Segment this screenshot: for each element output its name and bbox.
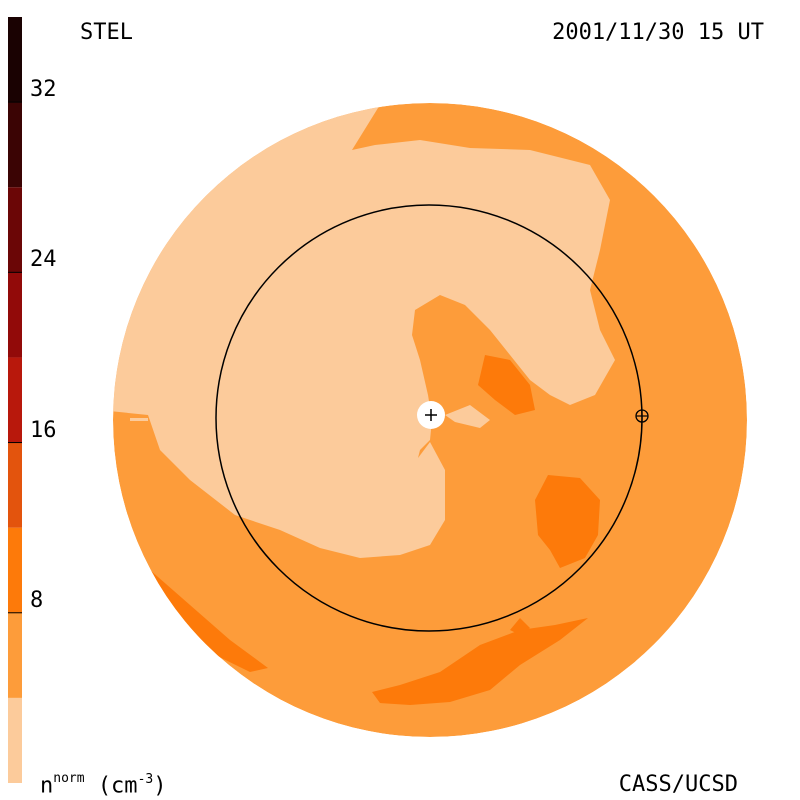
unit-paren-close: ) bbox=[153, 773, 167, 799]
edge-mark-2 bbox=[130, 418, 148, 421]
colorbar-bin-5 bbox=[8, 272, 22, 358]
timestamp-label: 2001/11/30 15 UT bbox=[552, 20, 764, 45]
colorbar-tick-label-32: 32 bbox=[30, 77, 57, 103]
enhanced-patch-1 bbox=[478, 355, 535, 415]
sun-icon bbox=[417, 401, 445, 429]
edge-mark-1 bbox=[130, 410, 148, 413]
enhanced-patch-3 bbox=[372, 618, 588, 705]
unit-exponent: -3 bbox=[137, 772, 154, 788]
colorbar-bin-3 bbox=[8, 442, 22, 528]
colorbar-bin-7 bbox=[8, 102, 22, 188]
earth-icon bbox=[635, 409, 649, 423]
low-density-sliver bbox=[445, 405, 490, 428]
colorbar-bin-4 bbox=[8, 357, 22, 443]
colorbar-bin-6 bbox=[8, 187, 22, 273]
unit-base: n bbox=[40, 773, 54, 799]
credit-label: CASS/UCSD bbox=[618, 772, 738, 797]
enhanced-patch-2 bbox=[535, 475, 600, 568]
colorbar-tick-label-16: 16 bbox=[30, 417, 57, 443]
instrument-label: STEL bbox=[80, 20, 133, 45]
colorbar-bin-8 bbox=[8, 17, 22, 103]
colorbar bbox=[8, 17, 22, 783]
colorbar-tick-label-8: 8 bbox=[30, 587, 44, 613]
colorbar-unit-label: nnorm (cm-3) bbox=[40, 771, 167, 799]
unit-paren-open: (cm bbox=[97, 773, 138, 799]
unit-superscript: norm bbox=[53, 771, 85, 786]
low-density-region bbox=[113, 103, 615, 558]
colorbar-bin-1 bbox=[8, 612, 22, 698]
colorbar-tick-label-24: 24 bbox=[30, 247, 57, 273]
colorbar-bin-0 bbox=[8, 697, 22, 783]
enhanced-patch-4 bbox=[150, 570, 268, 672]
enhanced-patch-5 bbox=[510, 618, 530, 635]
colorbar-bin-2 bbox=[8, 527, 22, 613]
